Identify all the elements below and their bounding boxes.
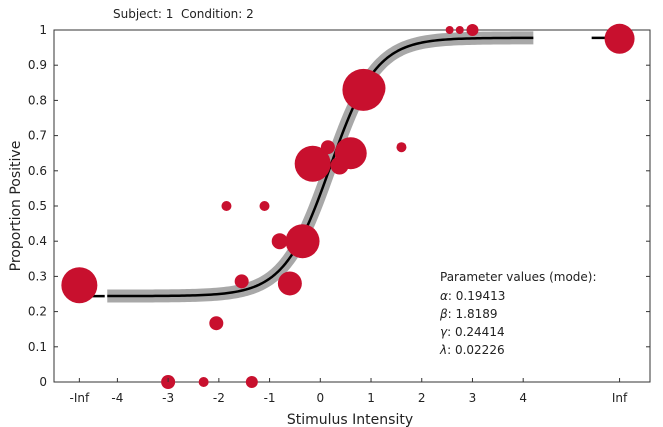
y-tick-label-6: 0.6 (28, 164, 47, 178)
data-point-5 (221, 201, 232, 211)
y-tick-label-5: 0.5 (28, 199, 47, 213)
y-tick-label-4: 0.4 (28, 234, 47, 248)
data-point-3 (245, 376, 258, 388)
data-point-12 (320, 140, 335, 155)
x-tick-label-7: 2 (418, 391, 426, 405)
x-tick-label-10: Inf (612, 391, 628, 405)
x-tick-label-2: -3 (162, 391, 174, 405)
y-axis-label: Proportion Positive (8, 141, 24, 272)
data-point-16 (342, 68, 385, 111)
x-tick-label-9: 4 (519, 391, 527, 405)
data-point-20 (466, 24, 479, 36)
legend-alpha: α: 0.19413 (440, 289, 505, 303)
data-points-layer (61, 23, 635, 389)
x-axis-label: Stimulus Intensity (287, 412, 413, 427)
y-tick-label-2: 0.2 (28, 305, 47, 319)
x-tick-label-3: -2 (213, 391, 225, 405)
subject-label: Subject: 1 (113, 7, 173, 21)
y-tick-label-9: 0.9 (28, 58, 47, 72)
x-tick-label-8: 3 (469, 391, 477, 405)
x-ticks: -Inf -4 -3 -2 -1 0 1 2 3 4 Inf (70, 378, 628, 405)
condition-label: Condition: 2 (181, 7, 254, 21)
data-point-17 (396, 142, 407, 153)
data-point-6 (259, 201, 270, 211)
x-tick-label-4: -1 (264, 391, 276, 405)
y-tick-label-3: 0.3 (28, 269, 47, 283)
legend-beta: β: 1.8189 (439, 307, 498, 321)
x-tick-label-5: 0 (316, 391, 324, 405)
data-point-2 (198, 377, 209, 387)
legend-lambda: λ: 0.02226 (439, 343, 505, 357)
data-point-21 (604, 23, 635, 54)
data-point-0 (61, 267, 98, 304)
data-point-9 (277, 271, 302, 296)
data-point-10 (285, 224, 320, 259)
y-ticks: 0 0.1 0.2 0.3 0.4 0.5 0.6 0.7 0.8 0.9 1 (28, 23, 650, 389)
legend-gamma: γ: 0.24414 (440, 325, 505, 339)
data-point-8 (271, 233, 288, 250)
data-point-14 (334, 137, 367, 170)
y-tick-label-7: 0.7 (28, 129, 47, 143)
y-tick-label-1: 0.1 (28, 340, 47, 354)
x-tick-label-6: 1 (367, 391, 375, 405)
legend-title: Parameter values (mode): (440, 270, 597, 284)
y-tick-label-10: 1 (39, 23, 47, 37)
data-point-19 (455, 26, 464, 34)
fit-curve (107, 36, 534, 298)
data-point-7 (234, 274, 249, 289)
data-point-11 (294, 145, 331, 182)
x-tick-label-1: -4 (111, 391, 123, 405)
data-point-4 (209, 316, 224, 331)
y-tick-label-8: 0.8 (28, 93, 47, 107)
y-tick-label-0: 0 (39, 375, 47, 389)
data-point-18 (445, 26, 454, 34)
fit-curve-layer (107, 36, 534, 298)
x-tick-label-0: -Inf (70, 391, 90, 405)
parameter-legend: Parameter values (mode): α: 0.19413 β: 1… (439, 270, 597, 357)
